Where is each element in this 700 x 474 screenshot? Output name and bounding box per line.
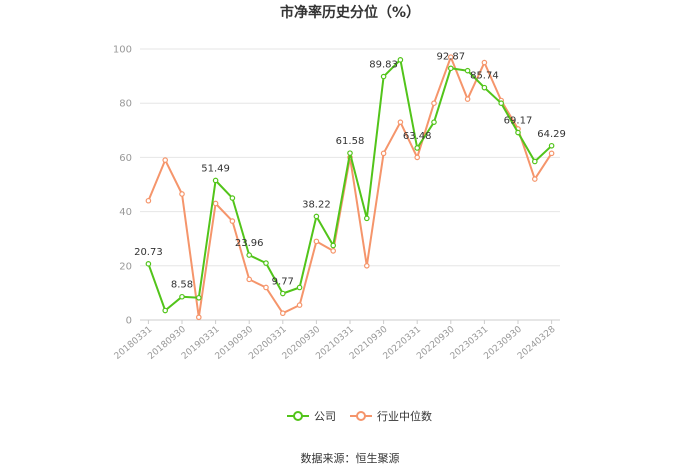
data-point <box>380 73 387 80</box>
data-point <box>363 262 370 269</box>
data-point <box>531 158 538 165</box>
data-point <box>531 176 538 182</box>
y-tick-label: 60 <box>119 153 132 164</box>
data-point <box>347 150 353 156</box>
data-point <box>246 276 253 283</box>
legend-item-1[interactable]: 行业中位数 <box>350 409 432 423</box>
data-label: 8.58 <box>171 280 193 291</box>
data-point <box>313 238 320 245</box>
data-point <box>229 218 236 224</box>
data-point <box>414 145 421 151</box>
y-tick-label: 40 <box>119 207 132 218</box>
series-line-1 <box>147 56 553 319</box>
data-label: 9.77 <box>272 277 294 288</box>
data-point <box>464 96 471 102</box>
y-axis: 0 20 40 60 80 100 <box>113 45 132 327</box>
data-point <box>212 177 219 184</box>
data-label: 85.74 <box>470 71 499 82</box>
data-point <box>229 195 236 201</box>
data-point <box>481 59 488 66</box>
data-point <box>162 307 169 314</box>
data-point <box>431 119 437 125</box>
chart-title: 市净率历史分位（%） <box>280 4 420 21</box>
data-labels: 20.73 8.58 51.49 23.96 9.77 38.22 61.58 89.83 63… <box>134 51 566 290</box>
legend-label: 公司 <box>314 410 336 423</box>
data-point <box>246 252 253 258</box>
data-point <box>464 67 471 74</box>
data-label: 51.49 <box>201 163 230 174</box>
data-point <box>447 54 454 60</box>
legend-swatch-marker <box>293 411 303 421</box>
data-point <box>296 284 303 291</box>
data-label: 69.17 <box>504 116 533 127</box>
data-label: 89.83 <box>369 60 398 71</box>
data-point <box>196 294 202 301</box>
data-point <box>162 157 169 163</box>
data-point <box>363 215 370 222</box>
legend-item-0[interactable]: 公司 <box>287 410 336 423</box>
data-point <box>548 142 555 149</box>
data-label: 61.58 <box>336 136 365 147</box>
data-point <box>447 65 454 72</box>
data-label: 92.87 <box>436 51 465 62</box>
data-point <box>279 310 286 317</box>
data-point <box>397 119 404 125</box>
data-point <box>330 242 337 249</box>
data-point <box>145 261 152 267</box>
data-point <box>145 197 152 204</box>
data-point <box>380 150 387 157</box>
data-label: 23.96 <box>235 238 264 249</box>
data-point <box>498 100 505 107</box>
data-point <box>196 314 202 321</box>
data-point <box>548 150 555 157</box>
x-axis: 2018033120180930201903312019093020200331… <box>113 319 560 362</box>
data-point <box>330 248 337 254</box>
data-point <box>179 191 185 197</box>
x-tick-label: 20240328 <box>516 324 558 361</box>
data-label: 20.73 <box>134 247 163 258</box>
series-line-0 <box>147 58 553 312</box>
legend-label: 行业中位数 <box>377 409 432 423</box>
series-lines <box>145 54 555 321</box>
data-point <box>515 129 521 136</box>
legend-swatch-marker <box>356 411 366 421</box>
source-note: 数据来源：恒生聚源 <box>301 451 400 465</box>
data-point <box>481 84 488 91</box>
y-tick-label: 20 <box>119 261 132 272</box>
legend[interactable]: 公司 行业中位数 <box>287 409 432 423</box>
data-point <box>263 284 269 291</box>
data-label: 64.29 <box>537 129 566 140</box>
y-tick-label: 0 <box>126 316 132 327</box>
data-point <box>431 100 437 107</box>
data-point <box>313 213 320 220</box>
y-tick-label: 80 <box>119 99 132 110</box>
data-point <box>263 260 269 266</box>
data-point <box>397 57 404 63</box>
data-point <box>279 290 286 297</box>
data-point <box>179 293 185 300</box>
data-label: 38.22 <box>302 199 331 210</box>
data-label: 63.48 <box>403 131 432 142</box>
y-tick-label: 100 <box>113 45 132 56</box>
data-point <box>296 302 303 308</box>
data-point <box>414 154 421 161</box>
data-point <box>212 200 219 207</box>
